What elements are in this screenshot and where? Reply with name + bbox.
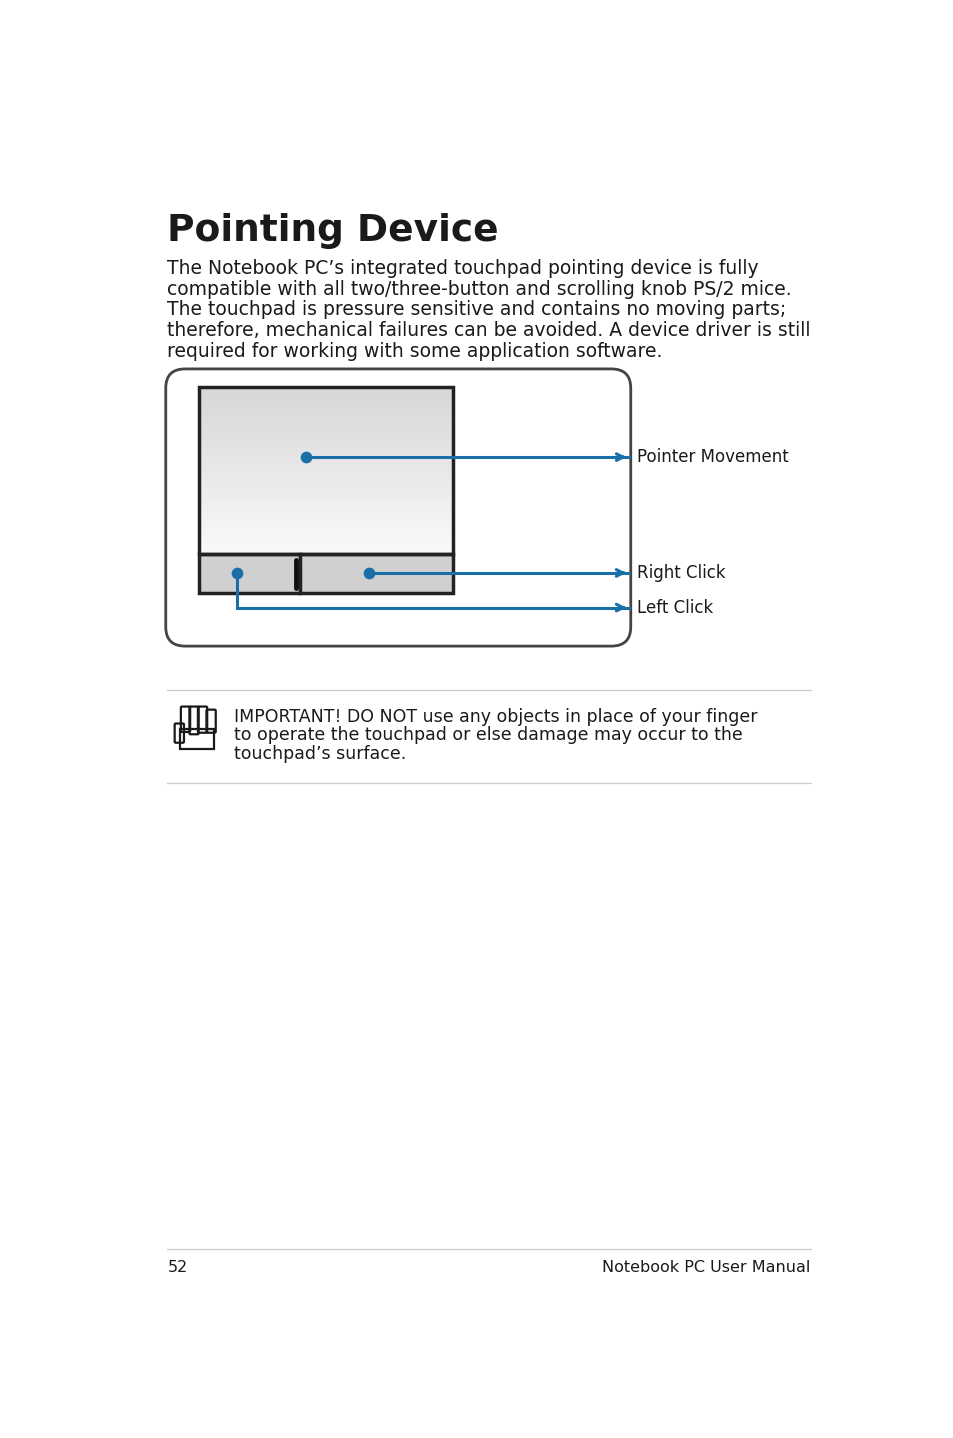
Bar <box>199 493 453 496</box>
Bar <box>199 541 453 544</box>
Text: Pointing Device: Pointing Device <box>167 213 498 249</box>
Bar <box>199 393 453 395</box>
Bar <box>199 420 453 424</box>
Bar <box>299 555 453 592</box>
Bar <box>199 508 453 510</box>
Bar <box>199 546 453 549</box>
Bar <box>199 523 453 528</box>
Bar <box>199 512 453 516</box>
Text: required for working with some application software.: required for working with some applicati… <box>167 342 662 361</box>
Bar <box>199 414 453 418</box>
Bar <box>199 456 453 460</box>
Bar <box>199 529 453 532</box>
Bar <box>199 423 453 427</box>
Bar <box>199 518 453 522</box>
Bar <box>199 443 453 446</box>
Point <box>230 561 245 584</box>
Bar <box>180 729 213 749</box>
Bar <box>199 452 453 454</box>
Bar <box>199 526 453 531</box>
Bar <box>199 482 453 485</box>
Bar <box>199 552 453 555</box>
Bar <box>199 467 453 472</box>
Bar <box>199 487 453 490</box>
Bar <box>199 431 453 434</box>
Bar <box>199 490 453 493</box>
Text: The Notebook PC’s integrated touchpad pointing device is fully: The Notebook PC’s integrated touchpad po… <box>167 259 759 278</box>
Bar <box>199 532 453 535</box>
Text: to operate the touchpad or else damage may occur to the: to operate the touchpad or else damage m… <box>233 726 742 745</box>
Text: therefore, mechanical failures can be avoided. A device driver is still: therefore, mechanical failures can be av… <box>167 321 810 341</box>
Bar <box>199 549 453 552</box>
Bar <box>199 496 453 499</box>
Bar <box>199 470 453 475</box>
Bar <box>199 437 453 440</box>
Bar <box>199 555 299 592</box>
Bar <box>199 390 453 393</box>
Bar <box>199 387 453 555</box>
Text: compatible with all two/three-button and scrolling knob PS/2 mice.: compatible with all two/three-button and… <box>167 279 791 299</box>
Text: touchpad’s surface.: touchpad’s surface. <box>233 745 406 762</box>
Bar <box>199 449 453 452</box>
Point <box>361 561 376 584</box>
Bar <box>199 515 453 519</box>
Bar <box>199 401 453 404</box>
Bar <box>199 446 453 449</box>
Bar <box>199 387 453 390</box>
Bar <box>199 398 453 401</box>
Bar <box>199 408 453 413</box>
Text: Right Click: Right Click <box>637 564 725 582</box>
Bar <box>199 485 453 487</box>
Text: 52: 52 <box>167 1260 188 1276</box>
Bar <box>199 544 453 546</box>
Bar <box>199 479 453 482</box>
Bar <box>199 434 453 437</box>
Bar <box>199 426 453 429</box>
Point <box>298 446 314 469</box>
Bar <box>199 462 453 466</box>
Bar <box>199 429 453 431</box>
Bar <box>199 505 453 508</box>
Bar <box>199 538 453 541</box>
Bar <box>199 535 453 538</box>
Bar <box>199 476 453 479</box>
Bar <box>199 499 453 502</box>
Bar <box>199 464 453 469</box>
Bar <box>199 395 453 398</box>
Bar <box>199 440 453 443</box>
Text: Left Click: Left Click <box>637 598 713 617</box>
Text: Notebook PC User Manual: Notebook PC User Manual <box>601 1260 810 1276</box>
Bar <box>199 521 453 525</box>
Bar <box>199 417 453 421</box>
Bar <box>199 502 453 505</box>
Text: IMPORTANT! DO NOT use any objects in place of your finger: IMPORTANT! DO NOT use any objects in pla… <box>233 707 757 726</box>
Text: Pointer Movement: Pointer Movement <box>637 449 788 466</box>
FancyBboxPatch shape <box>166 370 630 646</box>
Bar <box>199 459 453 463</box>
Text: The touchpad is pressure sensitive and contains no moving parts;: The touchpad is pressure sensitive and c… <box>167 301 785 319</box>
Bar <box>199 411 453 416</box>
Bar <box>199 509 453 513</box>
Bar <box>199 404 453 407</box>
Bar <box>199 406 453 410</box>
Bar <box>199 473 453 477</box>
Bar <box>199 454 453 457</box>
